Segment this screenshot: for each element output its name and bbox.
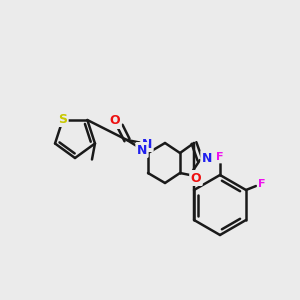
Text: O: O [110, 115, 120, 128]
Text: N: N [137, 143, 147, 157]
Text: N: N [142, 137, 152, 151]
Text: S: S [58, 112, 67, 125]
Text: F: F [216, 152, 224, 162]
Text: F: F [258, 179, 266, 189]
Text: O: O [191, 172, 201, 184]
Text: N: N [202, 152, 212, 164]
